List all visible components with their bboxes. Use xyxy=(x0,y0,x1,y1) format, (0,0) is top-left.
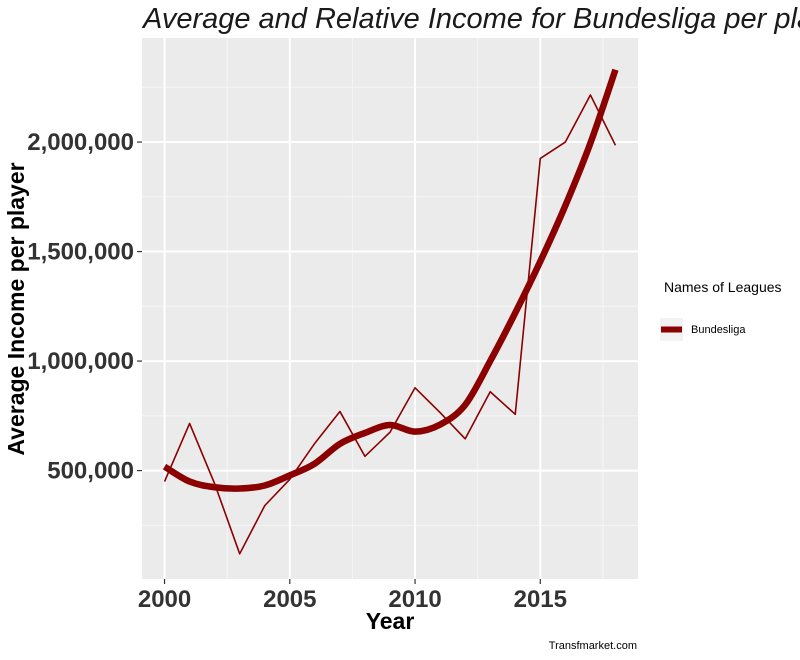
grid-major xyxy=(142,38,638,579)
y-tick-label: 1,000,000 xyxy=(27,348,134,375)
series-line-bundesliga-smoothed xyxy=(162,68,619,492)
x-tick-label: 2005 xyxy=(263,586,316,613)
y-axis-title: Average Income per player xyxy=(3,162,29,455)
plot-panel xyxy=(142,38,638,579)
x-tick-label: 2000 xyxy=(138,586,191,613)
x-tick-label: 2015 xyxy=(514,586,567,613)
y-tick-label: 1,500,000 xyxy=(27,239,134,266)
chart-title: Average and Relative Income for Bundesli… xyxy=(141,3,800,35)
x-tick-label: 2010 xyxy=(388,586,441,613)
y-axis: 500,000 1,000,000 1,500,000 2,000,000 xyxy=(27,129,142,485)
series-layer xyxy=(162,68,619,555)
series-line-bundesliga-raw xyxy=(163,94,617,555)
legend: Names of Leagues Bundesliga xyxy=(660,279,782,341)
legend-label-bundesliga: Bundesliga xyxy=(691,324,746,336)
legend-title: Names of Leagues xyxy=(664,279,782,295)
caption: Transfmarket.com xyxy=(549,640,637,652)
y-tick-label: 500,000 xyxy=(47,458,134,485)
grid-minor xyxy=(142,38,638,579)
x-axis: 2000 2005 2010 2015 xyxy=(138,579,567,613)
x-axis-title: Year xyxy=(366,608,415,634)
y-tick-label: 2,000,000 xyxy=(27,129,134,156)
